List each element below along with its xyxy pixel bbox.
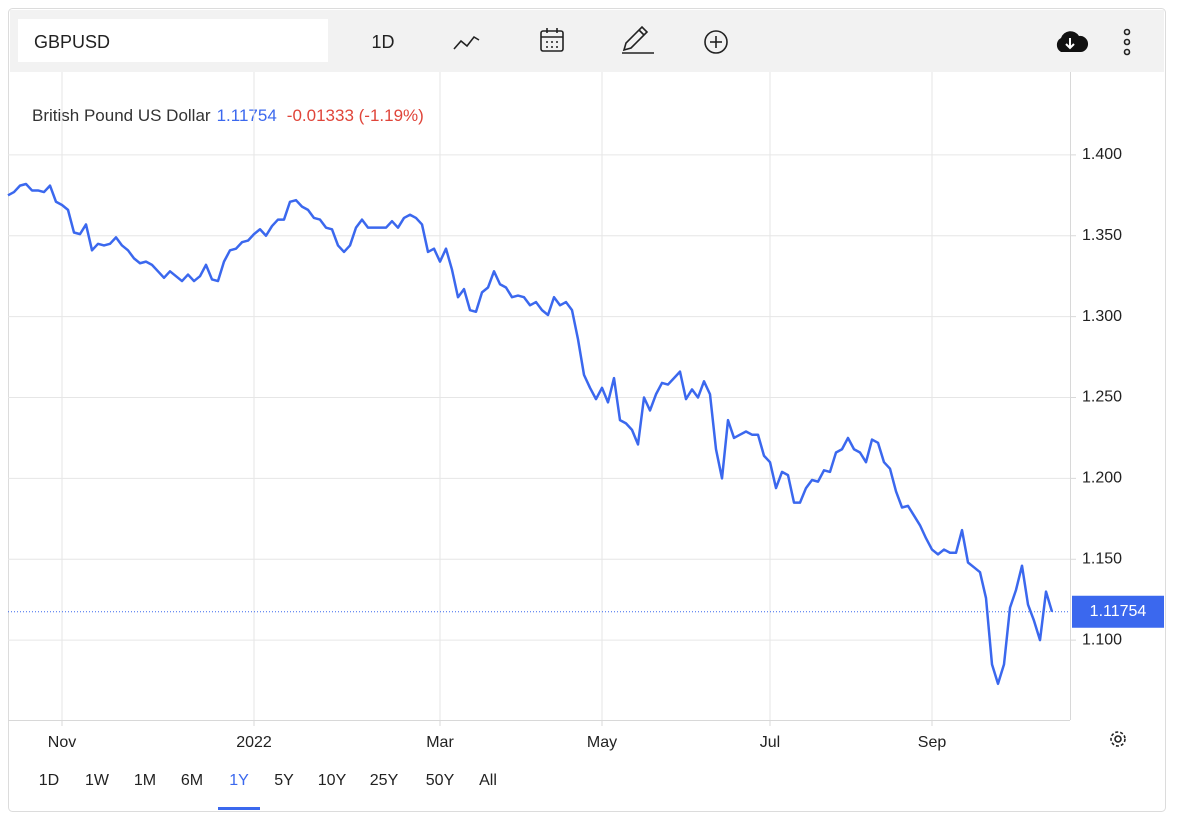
x-tick-label: May [587,734,617,751]
x-tick-label: 2022 [236,734,272,751]
range-button[interactable]: All [479,772,497,789]
download-icon[interactable] [1056,31,1089,52]
settings-icon[interactable] [1110,731,1126,747]
range-button[interactable]: 25Y [370,772,399,789]
y-tick-label: 1.400 [1082,146,1122,163]
x-tick-label: Sep [918,734,947,751]
y-tick-label: 1.200 [1082,470,1122,487]
y-tick-label: 1.100 [1082,631,1122,648]
range-button[interactable]: 6M [181,772,203,789]
y-tick-label: 1.350 [1082,227,1122,244]
price-line [7,182,1054,686]
price-change: -0.01333 (-1.19%) [287,106,424,125]
chart-header: British Pound US Dollar 1.11754 -0.01333 (… [32,106,424,125]
range-button[interactable]: 1M [134,772,156,789]
calendar-icon[interactable] [540,28,564,52]
range-button[interactable]: 10Y [318,772,347,789]
range-button[interactable]: 1D [39,772,59,789]
y-tick-label: 1.150 [1082,550,1122,567]
interval-button[interactable]: 1D [371,32,394,52]
draw-icon[interactable] [622,25,654,54]
grid [8,72,1070,720]
last-price-tag [1072,595,1164,628]
x-tick-label: Jul [760,734,780,751]
symbol-input[interactable] [18,19,328,62]
x-tick-label: Mar [426,734,454,751]
y-tick-label: 1.300 [1082,308,1122,325]
widget-frame [8,8,1166,812]
range-button[interactable]: 50Y [426,772,455,789]
x-tick-label: Nov [48,734,76,751]
compare-icon[interactable] [704,30,728,54]
y-tick-label: 1.250 [1082,389,1122,406]
last-price: 1.11754 [217,106,277,125]
range-button[interactable]: 5Y [274,772,294,789]
menu-icon[interactable] [1123,28,1131,56]
range-selected-underline [218,807,260,810]
range-button[interactable]: 1Y [229,772,249,789]
symbol-text: GBPUSD [34,32,110,52]
instrument-name: British Pound US Dollar [32,106,211,125]
range-button[interactable]: 1W [85,772,110,789]
chart-type-icon[interactable] [453,35,480,50]
last-price-label: 1.11754 [1090,603,1147,620]
